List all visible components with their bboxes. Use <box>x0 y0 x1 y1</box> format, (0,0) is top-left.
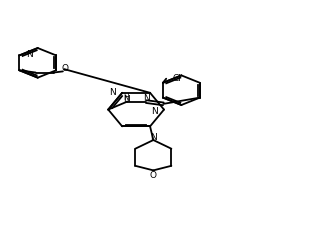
Text: H: H <box>124 92 130 101</box>
Text: Cl: Cl <box>172 74 181 82</box>
Text: N: N <box>143 93 150 102</box>
Text: O: O <box>61 64 68 72</box>
Text: N: N <box>151 106 158 116</box>
Text: N: N <box>110 88 116 97</box>
Text: O: O <box>150 170 157 179</box>
Text: N: N <box>26 50 32 59</box>
Text: N: N <box>123 94 130 104</box>
Text: N: N <box>150 132 157 141</box>
